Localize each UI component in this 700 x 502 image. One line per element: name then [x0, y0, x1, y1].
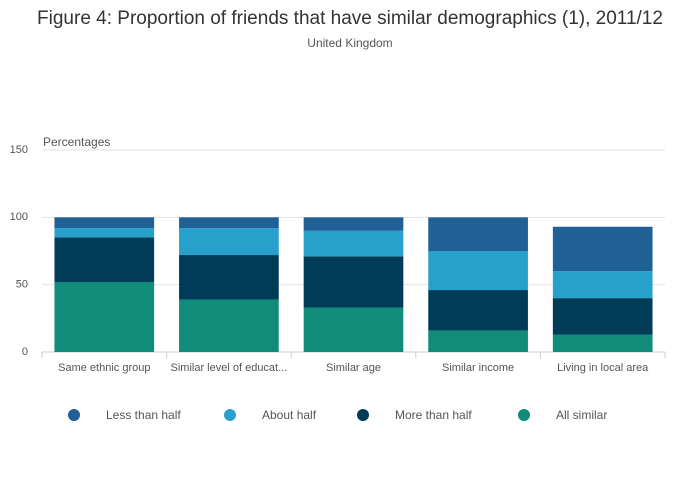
x-tick-label: Similar income — [442, 362, 514, 374]
bar-segment — [54, 237, 155, 282]
bar-segment — [428, 330, 528, 352]
bar-segment — [428, 290, 528, 331]
legend-label: More than half — [395, 408, 472, 422]
y-tick-label: 150 — [10, 144, 28, 156]
bar-segment — [552, 334, 653, 352]
legend-label: All similar — [556, 408, 607, 422]
legend-marker — [518, 409, 530, 421]
bar-segment — [179, 217, 279, 229]
bar-segment — [428, 217, 528, 251]
bar-segment — [179, 299, 279, 352]
x-tick-label: Similar age — [326, 362, 381, 374]
x-tick-label: Similar level of educat... — [171, 362, 288, 374]
bar-segment — [552, 271, 653, 299]
chart-subtitle: United Kingdom — [307, 36, 392, 50]
bar-segment — [179, 228, 279, 256]
x-tick-label: Same ethnic group — [58, 362, 150, 374]
legend-marker — [224, 409, 236, 421]
legend-label: Less than half — [106, 408, 181, 422]
legend-marker — [68, 409, 80, 421]
bar-segment — [552, 226, 653, 272]
bar-segment — [303, 307, 404, 352]
bar-segment — [54, 217, 155, 229]
bar-segment — [54, 281, 155, 352]
y-tick-label: 100 — [10, 211, 28, 223]
bar-segment — [303, 256, 404, 308]
bar-segment — [303, 217, 404, 231]
y-tick-label: 50 — [16, 279, 28, 291]
x-tick-label: Living in local area — [557, 362, 649, 374]
bar-segment — [303, 230, 404, 257]
legend-marker — [357, 409, 369, 421]
bar-segment — [428, 251, 528, 291]
bar-segment — [552, 298, 653, 335]
y-tick-label: 0 — [22, 346, 28, 358]
bar-segment — [54, 228, 155, 238]
y-axis-label: Percentages — [43, 135, 110, 149]
legend-label: About half — [262, 408, 317, 422]
bar-segment — [179, 255, 279, 300]
chart-title: Figure 4: Proportion of friends that hav… — [37, 8, 663, 29]
